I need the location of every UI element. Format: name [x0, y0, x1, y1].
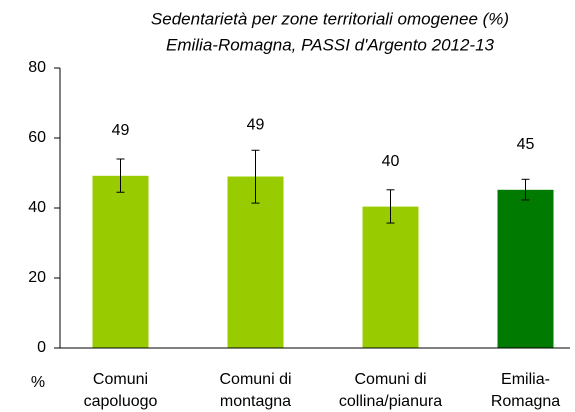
data-label: 45 [517, 136, 535, 153]
bar [362, 206, 419, 348]
x-tick-label: capoluogo [84, 393, 158, 410]
y-axis-label: % [31, 374, 45, 391]
x-tick-label: Comuni [93, 371, 148, 388]
x-tick-label: Comuni di [354, 371, 426, 388]
y-tick-label: 80 [28, 59, 46, 76]
y-tick-label: 40 [28, 199, 46, 216]
bar [227, 176, 284, 348]
bar [497, 189, 554, 348]
chart-subtitle: Emilia-Romagna, PASSI d'Argento 2012-13 [166, 35, 495, 54]
data-label: 49 [112, 122, 130, 139]
x-tick-label: montagna [220, 393, 291, 410]
chart-title: Sedentarietà per zone territoriali omoge… [151, 9, 509, 28]
x-tick-label: Romagna [491, 393, 560, 410]
y-tick-label: 0 [37, 339, 46, 356]
data-label: 49 [247, 116, 265, 133]
data-label: 40 [382, 153, 400, 170]
x-tick-label: Emilia- [501, 371, 550, 388]
y-tick-label: 60 [28, 129, 46, 146]
x-tick-label: Comuni di [219, 371, 291, 388]
x-tick-label: collina/pianura [339, 393, 442, 410]
bar [92, 175, 149, 348]
y-tick-label: 20 [28, 269, 46, 286]
